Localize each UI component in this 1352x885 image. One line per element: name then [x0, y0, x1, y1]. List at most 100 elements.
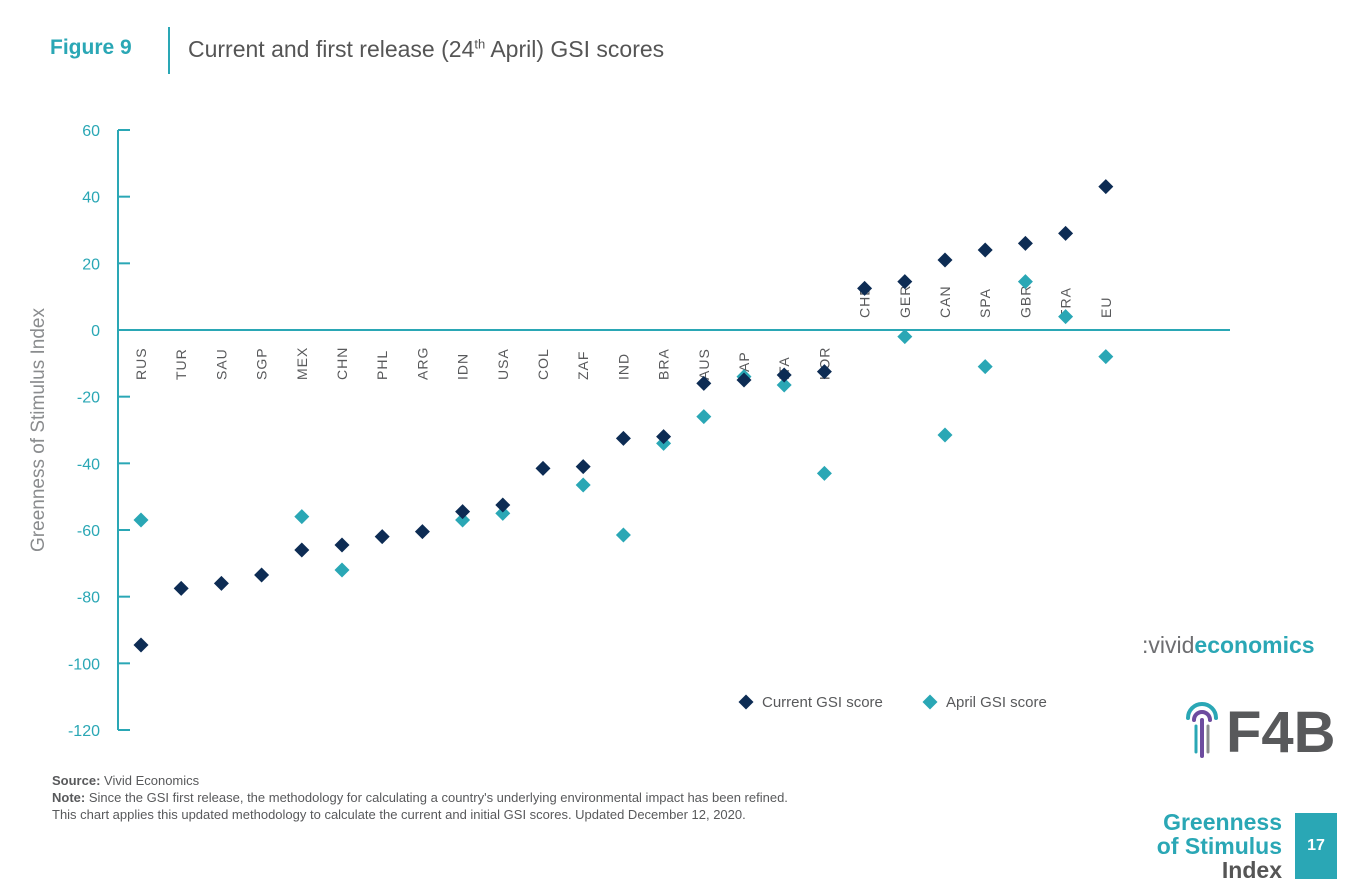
april-point	[977, 359, 993, 375]
april-point	[897, 329, 913, 345]
category-label: GER	[897, 285, 913, 318]
category-label: PHL	[374, 350, 390, 380]
gsi-scatter-chart: 60 40 20 0 -20 -40 -60 -80 -100 -120 Greenness of …	[28, 123, 1230, 740]
title-text-part1: Current and first release (24	[188, 36, 475, 62]
april-point	[334, 562, 350, 578]
gsi-index-logo: Greenness of Stimulus Index	[1157, 810, 1282, 882]
category-label: CHE	[857, 285, 873, 318]
april-point	[495, 505, 511, 521]
vivid-economics-logo: :vivideconomics	[1142, 632, 1315, 659]
source-label: Source:	[52, 773, 101, 788]
category-label: BRA	[656, 348, 672, 380]
category-label: USA	[495, 348, 511, 380]
y-tick-label: 20	[82, 256, 100, 273]
category-label: MEX	[294, 347, 310, 380]
legend-april-marker	[922, 694, 938, 710]
f4b-signal-icon	[1186, 702, 1218, 758]
current-point	[254, 567, 270, 583]
page-number: 17	[1295, 813, 1337, 879]
footnotes: Source: Vivid Economics Note: Since the …	[52, 772, 788, 823]
april-point	[776, 377, 792, 393]
april-point	[294, 509, 310, 525]
gsi-logo-line2: of Stimulus	[1156, 833, 1282, 859]
category-label: GBR	[1017, 285, 1033, 318]
current-point	[897, 274, 913, 290]
category-label: COL	[535, 348, 551, 380]
y-axis-title: Greenness of Stimulus Index	[28, 308, 49, 552]
april-point	[133, 512, 149, 528]
april-point	[1017, 274, 1033, 290]
legend-current-label: Current GSI score	[762, 694, 883, 711]
gsi-logo-line3: Index	[1221, 857, 1282, 883]
category-label: IND	[615, 353, 631, 380]
current-point	[1098, 179, 1114, 195]
current-point	[937, 252, 953, 268]
current-point	[816, 364, 832, 380]
category-label: ARG	[414, 347, 430, 380]
y-tick-label: -40	[77, 456, 100, 473]
current-point	[977, 242, 993, 258]
f4b-logo-text: F4B	[1226, 700, 1336, 762]
category-label: CHN	[334, 347, 350, 380]
current-point	[455, 504, 471, 520]
y-tick-label: -80	[77, 590, 100, 607]
current-point	[294, 542, 310, 558]
category-label: SPA	[977, 288, 993, 318]
category-label: FRA	[1058, 287, 1074, 318]
current-point	[414, 524, 430, 540]
april-point	[615, 527, 631, 543]
title-text-part2: April) GSI scores	[485, 36, 665, 62]
category-label: JAP	[736, 351, 752, 380]
y-tick-label: -20	[77, 390, 100, 407]
current-point	[696, 375, 712, 391]
category-label: TUR	[173, 348, 189, 380]
category-label: EU	[1098, 297, 1114, 318]
figure-label: Figure 9	[50, 36, 132, 59]
current-point	[656, 429, 672, 445]
source-text: Vivid Economics	[100, 773, 200, 788]
y-tick-label: 0	[91, 323, 100, 340]
current-point	[1017, 235, 1033, 251]
vivid-logo-prefix: :vivid	[1142, 632, 1195, 658]
legend-current-marker	[738, 694, 754, 710]
current-point	[173, 580, 189, 596]
legend-april-label: April GSI score	[946, 694, 1047, 711]
source-line: Source: Vivid Economics	[52, 772, 788, 789]
current-point	[575, 459, 591, 475]
april-point	[1098, 349, 1114, 365]
current-point	[213, 575, 229, 591]
note-line: Note: Since the GSI first release, the m…	[52, 789, 788, 806]
category-label: ZAF	[575, 351, 591, 380]
april-point	[575, 477, 591, 493]
current-point	[133, 637, 149, 653]
gsi-logo-line1: Greenness	[1163, 809, 1282, 835]
y-tick-label: -60	[77, 523, 100, 540]
current-point	[535, 460, 551, 476]
category-label: IDN	[455, 353, 471, 380]
current-point	[857, 280, 873, 296]
current-point	[495, 497, 511, 513]
category-label: RUS	[133, 347, 149, 380]
april-point	[816, 465, 832, 481]
current-point	[334, 537, 350, 553]
category-label: SAU	[213, 348, 229, 380]
note-text: Since the GSI first release, the methodo…	[85, 790, 788, 805]
y-tick-label: -100	[68, 656, 100, 673]
current-point	[615, 430, 631, 446]
april-point	[455, 512, 471, 528]
title-divider	[168, 27, 170, 74]
april-point	[696, 409, 712, 425]
figure-title: Current and first release (24th April) G…	[188, 36, 664, 63]
f4b-logo: F4B	[1186, 700, 1336, 762]
y-tick-label: 40	[82, 190, 100, 207]
title-superscript: th	[474, 36, 486, 52]
note-line-2: This chart applies this updated methodol…	[52, 807, 746, 822]
april-point	[937, 427, 953, 443]
current-point	[776, 367, 792, 383]
note-label: Note:	[52, 790, 86, 805]
y-tick-label: -120	[68, 723, 100, 740]
vivid-logo-suffix: economics	[1194, 632, 1315, 658]
current-point	[374, 529, 390, 545]
category-label: AUS	[696, 348, 712, 380]
april-point	[1058, 309, 1074, 325]
